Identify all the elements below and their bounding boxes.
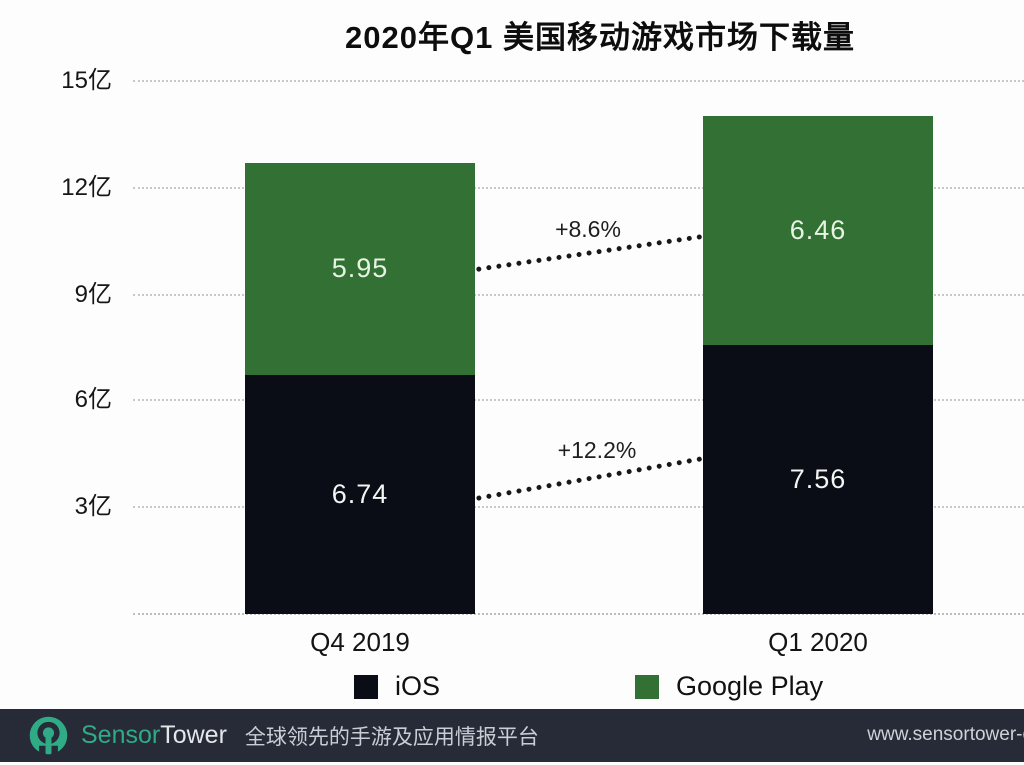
legend-item-ios: iOS — [354, 671, 440, 702]
x-axis-baseline — [133, 613, 1024, 615]
y-axis-tick-label: 15亿 — [61, 67, 112, 94]
bar-segment-google-play-q1-2020: 6.46 — [703, 115, 933, 346]
bar-q4-2019: 5.95 6.74 — [245, 163, 475, 614]
bar-segment-ios-q1-2020: 7.56 — [703, 345, 933, 614]
brand-tower: Tower — [160, 721, 227, 749]
legend-label-ios: iOS — [395, 671, 441, 701]
gridline-6 — [133, 399, 1024, 401]
chart-title: 2020年Q1 美国移动游戏市场下载量 — [345, 20, 855, 55]
bar-segment-ios-q4-2019: 6.74 — [245, 374, 475, 614]
footer-bar: SensorTower 全球领先的手游及应用情报平台 www.sensortow… — [0, 709, 1024, 762]
gridline-9 — [133, 294, 1024, 296]
footer-tagline: 全球领先的手游及应用情报平台 — [244, 725, 539, 749]
x-axis-label-q4-2019: Q4 2019 — [310, 627, 410, 657]
segment-value-label: 5.95 — [331, 253, 389, 284]
legend-label-google-play: Google Play — [676, 671, 824, 701]
segment-value-label: 6.74 — [331, 478, 389, 509]
growth-label-google-play: +8.6% — [555, 216, 621, 242]
y-axis-tick-label: 3亿 — [74, 493, 112, 520]
x-axis-label-q1-2020: Q1 2020 — [768, 627, 868, 657]
bar-q1-2020: 6.46 7.56 — [703, 115, 933, 614]
segment-value-label: 7.56 — [789, 464, 847, 495]
growth-label-ios: +12.2% — [557, 437, 637, 463]
legend-swatch-ios-icon — [354, 674, 378, 699]
y-axis-tick-label: 6亿 — [74, 386, 112, 413]
legend-item-google-play: Google Play — [635, 671, 823, 702]
footer-url: www.sensortower-c — [867, 724, 1024, 745]
gridline-12 — [133, 187, 1024, 189]
sensortower-logo-icon — [29, 716, 68, 756]
brand-sensor: Sensor — [81, 721, 161, 749]
legend-swatch-google-play-icon — [635, 674, 659, 699]
segment-value-label: 6.46 — [789, 215, 847, 246]
gridline-3 — [133, 506, 1024, 508]
y-axis-tick-label: 9亿 — [74, 281, 112, 308]
gridline-15 — [133, 80, 1024, 82]
bar-segment-google-play-q4-2019: 5.95 — [245, 163, 475, 375]
y-axis-tick-label: 12亿 — [61, 174, 112, 201]
brand-name: SensorTower — [81, 721, 227, 750]
